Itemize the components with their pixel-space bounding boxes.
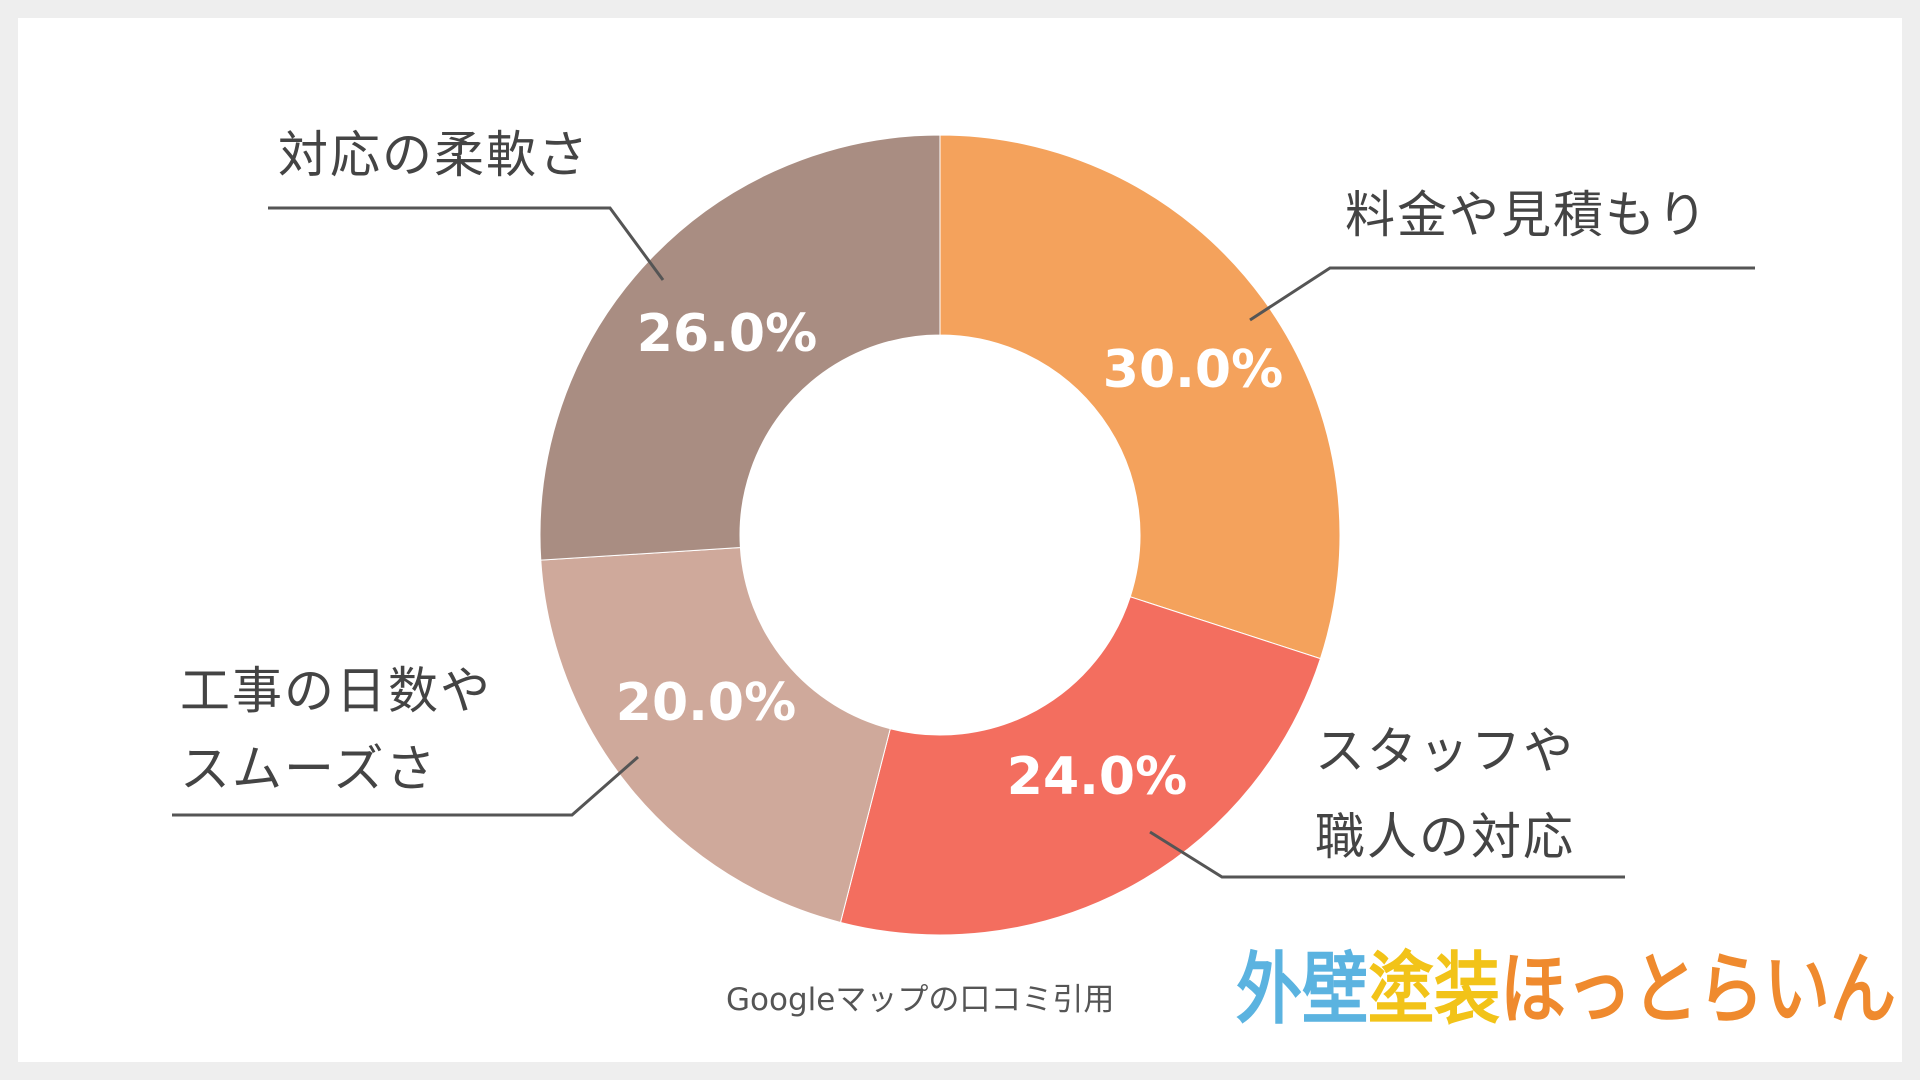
slice-flexibility (539, 134, 941, 561)
brand-logo: 外壁塗装ほっとらいん (1236, 945, 1896, 1035)
value-label-price-estimate: 30.0% (1103, 340, 1283, 400)
category-label-price-estimate: 料金や見積もり (1345, 186, 1709, 244)
value-label-flexibility: 26.0% (637, 304, 817, 364)
leader-line-duration-smoothness (172, 755, 639, 817)
value-label-duration-smoothness: 20.0% (616, 673, 796, 733)
value-labels-group: 30.0% 24.0% 20.0% 26.0% (616, 304, 1283, 807)
source-note: Googleマップの口コミ引用 (726, 982, 1114, 1018)
logo-part-2: ほっとらいん (1500, 945, 1896, 1035)
logo-part-1: 塗装 (1368, 945, 1500, 1035)
leader-line-flexibility (268, 206, 665, 281)
slices-group (539, 134, 1341, 936)
logo-part-0: 外壁 (1236, 945, 1368, 1035)
category-label-flexibility: 対応の柔軟さ (278, 126, 590, 184)
category-label-staff-response: スタッフや職人の対応 (1315, 722, 1575, 866)
slice-duration-smoothness (540, 547, 891, 924)
category-label-duration-smoothness: 工事の日数やスムーズさ (180, 662, 492, 798)
leader-lines-group (172, 206, 1755, 879)
slice-price-estimate (939, 134, 1341, 660)
leader-line-price-estimate (1249, 266, 1755, 322)
leader-line-staff-response (1149, 830, 1625, 879)
value-label-staff-response: 24.0% (1007, 747, 1187, 807)
slice-staff-response (839, 596, 1322, 936)
